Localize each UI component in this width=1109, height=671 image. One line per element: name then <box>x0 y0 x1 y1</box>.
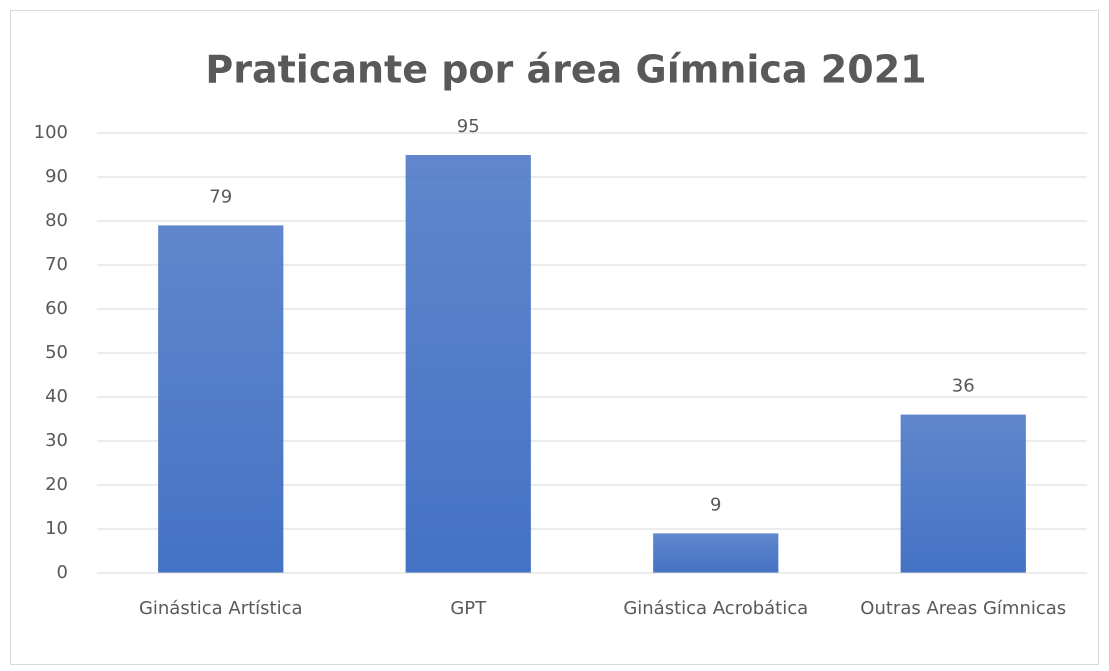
bar <box>653 533 779 573</box>
bar <box>158 225 284 573</box>
chart-title: Praticante por área Gímnica 2021 <box>205 48 926 92</box>
x-tick-label: GPT <box>450 598 487 619</box>
data-label: 9 <box>710 494 721 515</box>
y-tick-label: 70 <box>45 254 68 275</box>
x-tick-label: Ginástica Artística <box>139 598 303 619</box>
x-tick-label: Ginástica Acrobática <box>623 598 808 619</box>
y-tick-label: 100 <box>34 122 68 143</box>
y-tick-label: 20 <box>45 474 68 495</box>
y-tick-label: 90 <box>45 166 68 187</box>
y-tick-label: 0 <box>57 562 68 583</box>
y-tick-label: 50 <box>45 342 68 363</box>
x-tick-label: Outras Areas Gímnicas <box>860 598 1066 619</box>
data-label: 95 <box>457 116 480 137</box>
bar <box>900 414 1026 573</box>
y-tick-label: 40 <box>45 386 68 407</box>
data-label: 79 <box>209 186 232 207</box>
y-tick-label: 30 <box>45 430 68 451</box>
bar <box>405 155 531 573</box>
y-tick-label: 80 <box>45 210 68 231</box>
y-tick-label: 10 <box>45 518 68 539</box>
data-label: 36 <box>952 376 975 397</box>
y-tick-label: 60 <box>45 298 68 319</box>
